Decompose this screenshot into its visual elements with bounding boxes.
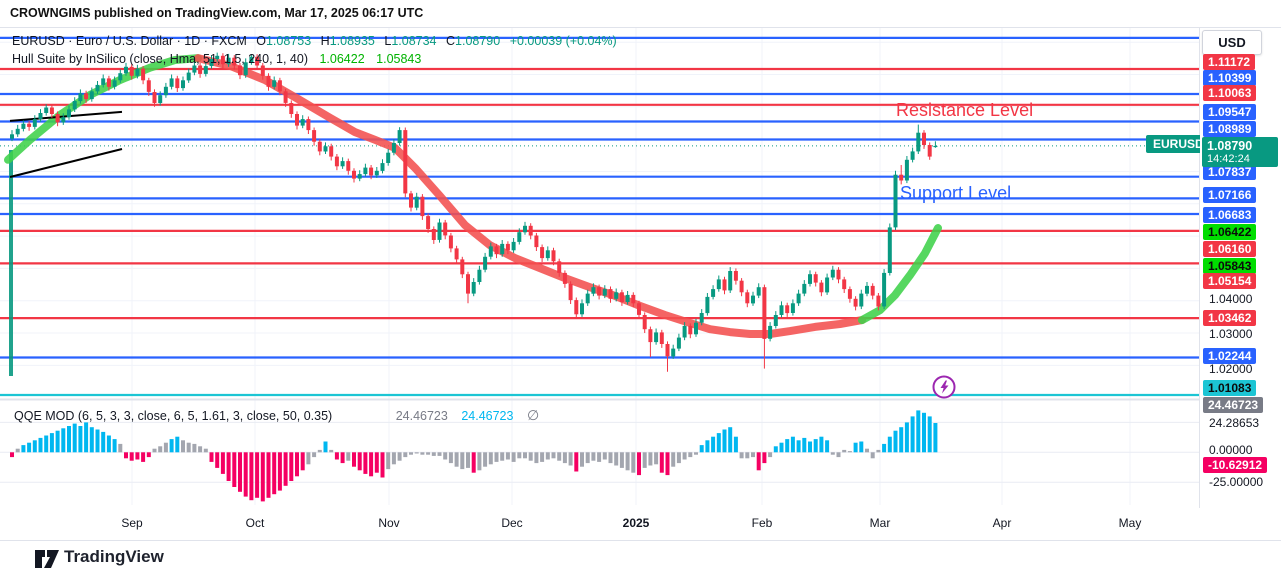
price-scale-label: 0.00000 xyxy=(1209,443,1253,457)
time-axis[interactable]: Sep Oct Nov Dec 2025 Feb Mar Apr May xyxy=(0,508,1281,540)
price-scale-label: 1.03462 xyxy=(1203,310,1257,326)
price-scale-label: 1.06683 xyxy=(1203,207,1257,223)
time-axis-label: Apr xyxy=(992,516,1012,530)
time-axis-label: Feb xyxy=(751,516,773,530)
high-label: H xyxy=(320,34,330,48)
time-axis-label: May xyxy=(1118,516,1142,530)
price-scale-label: 1.09547 xyxy=(1203,104,1257,120)
current-price-label: 1.08790 14:42:24 xyxy=(1202,137,1278,167)
qqe-mod-title: QQE MOD (6, 5, 3, 3, close, 6, 5, 1.61, … xyxy=(14,409,333,423)
qqe-mod-legend[interactable]: QQE MOD (6, 5, 3, 3, close, 6, 5, 1.61, … xyxy=(14,407,539,424)
low-label: L xyxy=(384,34,392,48)
change-value: +0.00039 (+0.04%) xyxy=(509,34,617,48)
qqe-empty-icon: ∅ xyxy=(526,407,540,423)
price-scale-label: 1.02000 xyxy=(1209,362,1253,376)
hull-value-2: 1.05843 xyxy=(376,52,422,66)
currency-selector[interactable]: USD xyxy=(1202,30,1262,55)
price-scale-label: -10.62912 xyxy=(1203,457,1268,473)
tradingview-logo-icon[interactable] xyxy=(34,547,60,571)
price-scale-label: 1.06160 xyxy=(1203,241,1257,257)
price-scale-label: 1.11172 xyxy=(1203,54,1256,70)
qqe-value-1: 24.46723 xyxy=(395,409,448,423)
published-header: CROWNGIMS published on TradingView.com, … xyxy=(10,6,424,20)
price-scale-label: 1.10399 xyxy=(1203,70,1257,86)
countdown-timer: 14:42:24 xyxy=(1207,153,1250,165)
price-scale-label: 1.10063 xyxy=(1203,85,1257,101)
price-scale-label: 1.01083 xyxy=(1203,380,1257,396)
time-axis-label: Sep xyxy=(121,516,143,530)
price-scale-label: 1.08989 xyxy=(1203,121,1257,137)
price-scale-label: 1.05154 xyxy=(1203,273,1257,289)
symbol-legend[interactable]: EURUSD · Euro / U.S. Dollar · 1D · FXCM … xyxy=(12,34,617,48)
current-price-value: 1.08790 xyxy=(1207,139,1253,153)
close-value: 1.08790 xyxy=(455,34,501,48)
price-scale[interactable]: USD 1.04000 1.03000 1.02000 24.28653 0.00000… xyxy=(1200,28,1281,540)
price-scale-label: 1.07166 xyxy=(1203,187,1257,203)
price-scale-label: 24.28653 xyxy=(1209,416,1260,430)
price-scale-label: -25.00000 xyxy=(1209,475,1264,489)
time-axis-label: 2025 xyxy=(622,516,650,530)
symbol-title: EURUSD · Euro / U.S. Dollar · 1D · FXCM xyxy=(12,34,247,48)
flash-marker-icon[interactable] xyxy=(931,374,971,404)
qqe-value-2: 24.46723 xyxy=(461,409,514,423)
price-scale-label: 1.06422 xyxy=(1203,224,1257,240)
time-axis-label: Dec xyxy=(501,516,523,530)
time-axis-label: Mar xyxy=(869,516,891,530)
price-scale-label: 1.04000 xyxy=(1209,292,1253,306)
symbol-price-tag: EURUSD xyxy=(1146,135,1211,153)
price-scale-label: 1.05843 xyxy=(1203,258,1257,274)
low-value: 1.08734 xyxy=(391,34,437,48)
open-value: 1.08753 xyxy=(265,34,312,48)
support-level-annotation: Support Level xyxy=(900,183,1012,203)
price-scale-label: 1.03000 xyxy=(1209,327,1253,341)
resistance-level-annotation: Resistance Level xyxy=(896,100,1034,120)
hull-suite-legend[interactable]: Hull Suite by InSilico (close, Hma, 51, … xyxy=(12,52,421,66)
tradingview-brand[interactable]: TradingView xyxy=(64,547,164,566)
footer-bar: TradingView xyxy=(0,541,1281,573)
price-scale-label: 1.07837 xyxy=(1203,164,1257,180)
close-label: C xyxy=(445,34,456,48)
time-axis-label: Oct xyxy=(245,516,265,530)
hull-value-1: 1.06422 xyxy=(319,52,365,66)
high-value: 1.08935 xyxy=(329,34,375,48)
price-scale-label: 1.02244 xyxy=(1203,348,1257,364)
open-label: O xyxy=(256,34,266,48)
hull-suite-title: Hull Suite by InSilico (close, Hma, 51, … xyxy=(12,52,308,66)
time-axis-label: Nov xyxy=(378,516,400,530)
price-scale-label: 24.46723 xyxy=(1203,397,1264,413)
